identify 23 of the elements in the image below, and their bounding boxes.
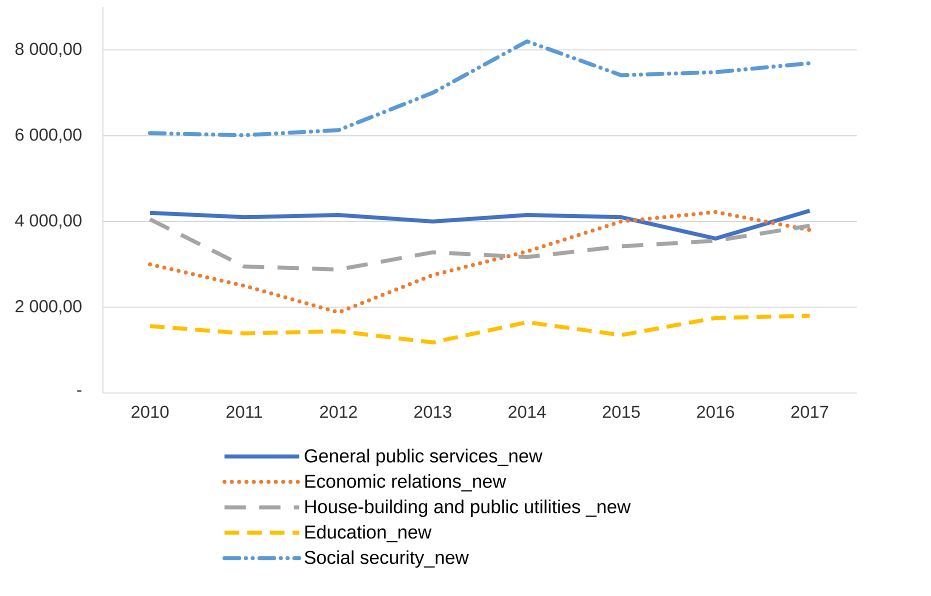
line-series [148, 208, 812, 241]
x-tick-label: 2014 [508, 406, 546, 418]
x-tick-label: 2011 [226, 406, 262, 418]
x-tick-label: 2012 [320, 406, 357, 418]
x-tick-label: 2015 [602, 406, 640, 418]
x-tick-label: 2016 [697, 406, 734, 418]
legend-label: Social security_new [304, 550, 469, 568]
y-tick-label: 8 000,00 [15, 42, 82, 58]
x-tick-label: 2010 [132, 406, 169, 418]
line-series [148, 217, 812, 272]
legend-label: General public services_new [304, 448, 542, 466]
y-tick-label: 4 000,00 [15, 214, 82, 229]
legend-label: Economic relations_new [305, 474, 506, 492]
y-tick-label: 6 000,00 [16, 128, 82, 143]
line-series [148, 210, 812, 314]
line-series [148, 39, 812, 138]
line-series [148, 314, 812, 344]
legend-label: House-building and public utilities _new [305, 500, 631, 517]
legend-label: Education_new [305, 524, 432, 542]
x-tick-label: 2017 [791, 406, 828, 418]
x-tick-label: 2013 [414, 406, 452, 418]
y-tick-label: 2 000,00 [16, 300, 82, 314]
y-tick-label: - [77, 390, 82, 392]
